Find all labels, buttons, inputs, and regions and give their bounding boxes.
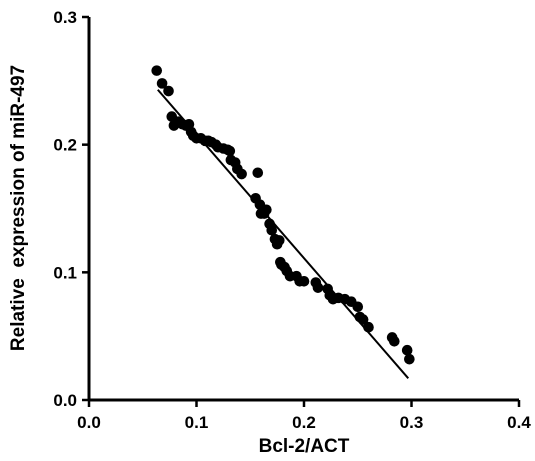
data-point xyxy=(401,344,413,356)
data-point xyxy=(357,314,369,325)
data-point xyxy=(363,321,374,333)
data-point xyxy=(236,168,247,180)
data-point xyxy=(224,145,236,157)
tick-group: 0.0 0.1 0.2 0.3 0.4 0.0 0.1 0.2 0.3 xyxy=(53,8,531,432)
data-point xyxy=(352,301,364,313)
y-tick-label: 0.2 xyxy=(53,136,77,155)
y-axis-title: Relative expression of miR-497 xyxy=(8,65,29,351)
data-point xyxy=(261,204,272,216)
y-tick-label: 0.3 xyxy=(53,8,77,27)
y-tick-label: 0.0 xyxy=(53,391,77,410)
data-points xyxy=(151,65,415,365)
x-tick-label: 0.4 xyxy=(507,413,531,432)
x-tick-label: 0.2 xyxy=(292,413,316,432)
data-point xyxy=(151,65,163,76)
x-axis-title: Bcl-2/ACT xyxy=(259,436,350,457)
data-point xyxy=(404,353,415,365)
data-point xyxy=(156,78,168,89)
data-point xyxy=(252,167,264,179)
data-point xyxy=(273,235,285,246)
data-point xyxy=(298,275,310,287)
x-tick-label: 0.0 xyxy=(77,413,101,432)
x-tick-label: 0.1 xyxy=(185,413,209,432)
data-point xyxy=(312,282,324,293)
y-tick-label: 0.1 xyxy=(53,263,77,282)
data-point xyxy=(389,335,400,347)
data-point xyxy=(266,224,278,236)
x-tick-label: 0.3 xyxy=(400,413,424,432)
data-point xyxy=(163,85,174,97)
